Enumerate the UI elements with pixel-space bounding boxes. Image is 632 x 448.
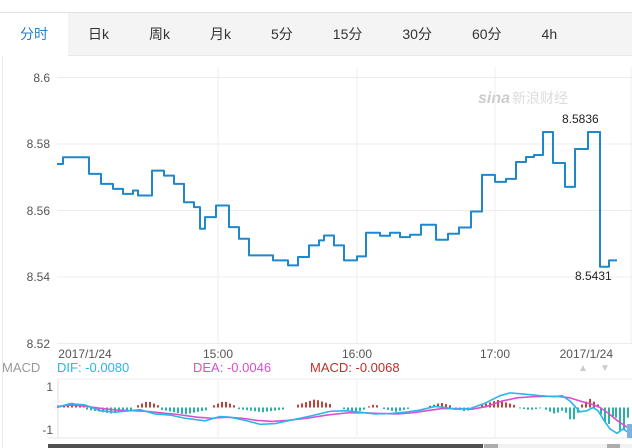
high-price-label: 8.5836 <box>562 112 599 126</box>
time-axis-tick: 2017/1/24 <box>559 347 613 361</box>
price-axis-tick: 8.52 <box>26 336 50 351</box>
period-tab[interactable]: 15分 <box>313 13 383 55</box>
macd-title: MACD <box>2 360 41 375</box>
macd-dea-value: DEA: -0.0046 <box>193 360 272 375</box>
price-axis-tick: 8.58 <box>26 137 50 151</box>
period-tab-label: 30分 <box>402 26 432 42</box>
period-tab-bar: 分时 日k 周k 月k 5分 15分 30分 60分 4h <box>0 12 632 56</box>
horizontal-scrollbar-thumb[interactable] <box>48 444 483 448</box>
period-tab-label: 60分 <box>471 26 502 42</box>
macd-hist-value: MACD: -0.0068 <box>310 360 400 375</box>
period-tab[interactable]: 4h <box>522 13 578 55</box>
period-tab-label: 15分 <box>332 26 363 42</box>
widget-left-border <box>2 13 3 448</box>
time-axis-tick: 17:00 <box>479 347 511 361</box>
period-tab-label: 周k <box>149 26 170 42</box>
price-axis-tick: 8.54 <box>26 270 50 284</box>
scrollbar-handle-right[interactable] <box>607 444 620 448</box>
macd-axis-tick: -1 <box>42 423 53 437</box>
period-tab[interactable]: 5分 <box>251 13 313 55</box>
time-axis-tick: 2017/1/24 <box>58 347 112 361</box>
sina-watermark: sina 新浪财经 <box>478 88 568 108</box>
period-tab[interactable]: 日k <box>68 13 129 55</box>
period-tab-label: 4h <box>541 26 558 42</box>
macd-dif-value: DIF: -0.0080 <box>57 360 130 375</box>
period-tab-label: 日k <box>88 26 109 42</box>
low-price-label: 8.5431 <box>575 269 612 283</box>
sina-logo: sina <box>478 90 511 107</box>
period-tab[interactable]: 60分 <box>452 13 522 55</box>
period-tab-label: 5分 <box>271 26 293 42</box>
scrollbar-handle-left[interactable] <box>484 444 498 448</box>
period-tab-label: 分时 <box>20 26 48 42</box>
period-tab-label: 月k <box>210 26 231 42</box>
time-axis-tick: 15:00 <box>202 347 234 361</box>
page-scrollbar-fragment[interactable] <box>627 424 632 438</box>
indicator-down-arrow-icon[interactable]: ▼ <box>600 363 610 374</box>
period-tab[interactable]: 月k <box>190 13 251 55</box>
period-tab[interactable]: 分时 <box>0 13 68 56</box>
macd-legend: MACD DIF: -0.0080 DEA: -0.0046 MACD: -0.… <box>0 360 632 377</box>
macd-axis-tick: 1 <box>46 380 53 394</box>
price-axis-tick: 8.56 <box>26 203 50 218</box>
price-axis-tick: 8.6 <box>33 70 50 85</box>
period-tab[interactable]: 周k <box>129 13 190 55</box>
sina-watermark-text: 新浪财经 <box>512 90 569 106</box>
period-tab[interactable]: 30分 <box>382 13 452 55</box>
time-axis-tick: 16:00 <box>341 347 373 361</box>
indicator-up-arrow-icon[interactable]: ▲ <box>578 363 588 374</box>
